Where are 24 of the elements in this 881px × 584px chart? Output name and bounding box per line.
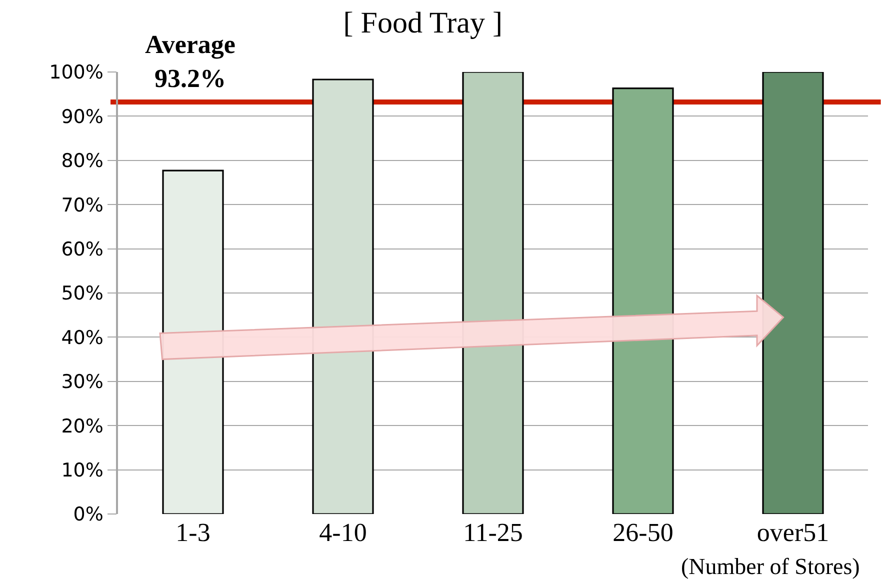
y-tick-label: 0% xyxy=(73,504,104,526)
x-tick-label: 1-3 xyxy=(176,518,210,547)
x-tick-label: over51 xyxy=(756,518,830,547)
y-tick-label: 60% xyxy=(61,238,104,260)
ref-line-label: Average 93.2% xyxy=(145,30,236,93)
chart-title: [ Food Tray ] xyxy=(343,6,502,40)
y-tick-label: 70% xyxy=(61,194,104,216)
y-tick-label: 50% xyxy=(61,282,104,305)
x-axis-title: (Number of Stores) xyxy=(681,554,860,579)
bar xyxy=(462,72,524,514)
x-tick-label: 11-25 xyxy=(463,518,523,547)
y-tick-label: 80% xyxy=(61,150,104,172)
y-tick-label: 10% xyxy=(61,459,104,482)
y-tick-label: 100% xyxy=(49,62,104,84)
bar xyxy=(312,78,374,514)
bar xyxy=(612,88,674,514)
y-tick-label: 90% xyxy=(61,106,104,128)
y-tick-label: 20% xyxy=(61,415,104,438)
bar xyxy=(762,72,824,514)
x-tick-label: 26-50 xyxy=(612,518,674,547)
bar xyxy=(162,170,224,514)
y-tick-label: 30% xyxy=(61,371,104,394)
y-tick-label: 40% xyxy=(61,326,104,349)
x-tick-label: 4-10 xyxy=(319,518,367,547)
